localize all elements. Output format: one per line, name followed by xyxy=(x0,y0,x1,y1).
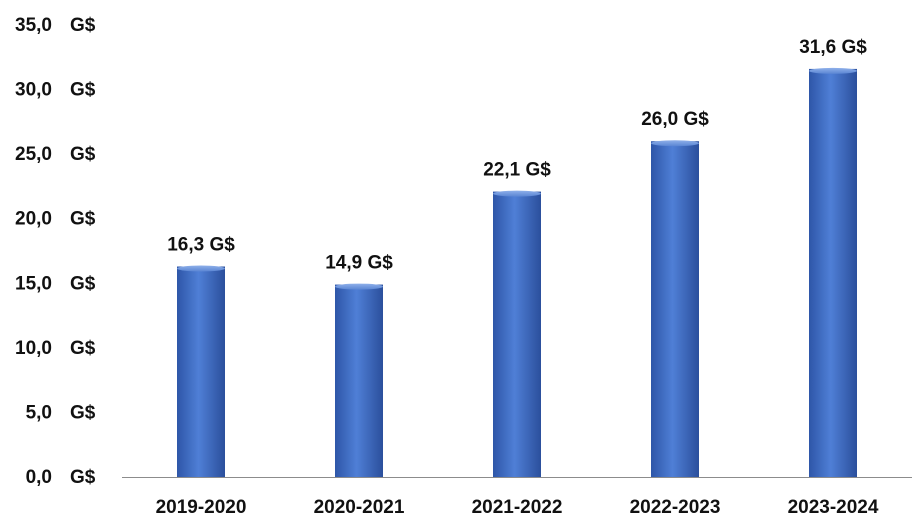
bar-data-label: 31,6 G$ xyxy=(799,37,867,58)
y-tick-label: 30,0 xyxy=(15,80,52,101)
y-axis: 0,0 G$ 5,0 G$ 10,0 G$ 15,0 G$ 20,0 G$ 25,0 G$ 30,0 G$… xyxy=(15,15,96,488)
y-tick-label: 0,0 xyxy=(26,467,52,488)
bar-cap xyxy=(177,265,225,272)
y-tick-unit: G$ xyxy=(70,209,96,230)
bar-cap xyxy=(493,190,541,197)
x-tick-label: 2023-2024 xyxy=(788,497,879,518)
bar-data-label: 16,3 G$ xyxy=(167,234,235,255)
x-tick-label: 2022-2023 xyxy=(630,497,721,518)
bar-cap xyxy=(335,283,383,290)
y-tick-unit: G$ xyxy=(70,467,96,488)
bar-data-label: 22,1 G$ xyxy=(483,160,551,181)
y-tick-unit: G$ xyxy=(70,15,96,36)
x-axis: 2019-2020 2020-2021 2021-2022 2022-2023 2023… xyxy=(156,497,879,518)
bar-cap xyxy=(651,140,699,147)
y-tick-label: 10,0 xyxy=(15,338,52,359)
y-tick-unit: G$ xyxy=(70,273,96,294)
bar xyxy=(335,284,383,477)
y-tick-label: 25,0 xyxy=(15,144,52,165)
x-tick-label: 2019-2020 xyxy=(156,497,247,518)
y-tick-label: 5,0 xyxy=(26,402,52,423)
bar-cap xyxy=(809,67,857,74)
bar xyxy=(809,68,857,477)
y-tick-unit: G$ xyxy=(70,402,96,423)
bars-group: 16,3 G$ 14,9 G$ 22,1 G$ 26,0 G$ 31,6 G$ xyxy=(167,37,867,477)
y-tick-label: 20,0 xyxy=(15,209,52,230)
bar xyxy=(177,266,225,477)
y-tick-label: 15,0 xyxy=(15,273,52,294)
y-tick-unit: G$ xyxy=(70,338,96,359)
y-tick-unit: G$ xyxy=(70,144,96,165)
x-tick-label: 2020-2021 xyxy=(314,497,405,518)
x-tick-label: 2021-2022 xyxy=(472,497,563,518)
bar-data-label: 14,9 G$ xyxy=(325,253,393,274)
y-tick-label: 35,0 xyxy=(15,15,52,36)
bar xyxy=(493,191,541,477)
bar-data-label: 26,0 G$ xyxy=(641,109,709,130)
y-tick-unit: G$ xyxy=(70,80,96,101)
bar xyxy=(651,141,699,477)
